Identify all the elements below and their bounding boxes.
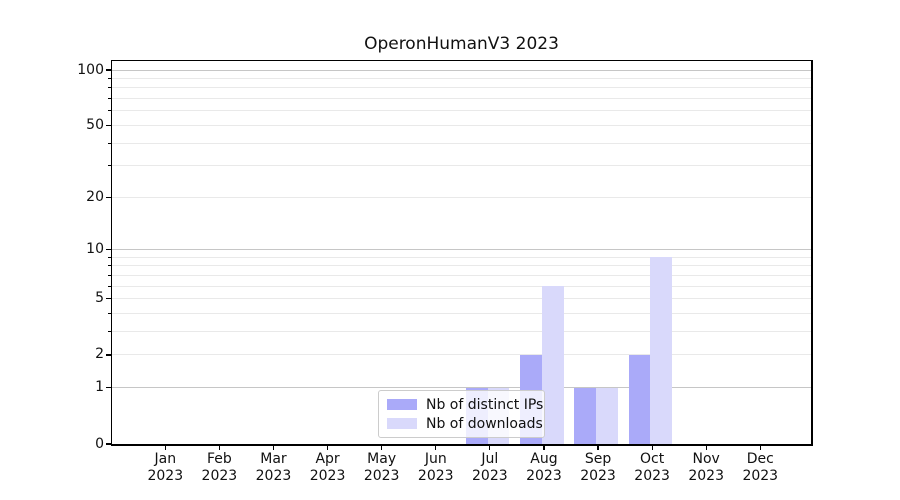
gridline-minor-3 bbox=[112, 331, 811, 333]
x-tick-mark-aug bbox=[543, 445, 545, 450]
y-tick-mark-50 bbox=[105, 124, 111, 127]
y-tick-mark-0 bbox=[105, 443, 111, 445]
x-tick-label-dec: Dec 2023 bbox=[742, 451, 779, 484]
y-minor-tick-mark-9 bbox=[108, 256, 111, 258]
x-tick-mark-jun bbox=[435, 445, 437, 450]
y-minor-tick-mark-8 bbox=[108, 265, 111, 267]
x-tick-mark-may bbox=[381, 445, 383, 450]
x-tick-label-mar: Mar 2023 bbox=[255, 451, 292, 484]
y-tick-label-0: 0 bbox=[95, 435, 104, 452]
gridline-minor-4 bbox=[112, 313, 811, 315]
gridline-minor-7 bbox=[112, 275, 811, 277]
spine-bottom bbox=[110, 444, 813, 446]
x-tick-mark-jan bbox=[164, 445, 166, 450]
y-tick-mark-5 bbox=[105, 298, 111, 300]
gridline-minor-5 bbox=[112, 298, 811, 300]
y-tick-label-1: 1 bbox=[95, 379, 104, 396]
gridline-minor-2 bbox=[112, 354, 811, 356]
gridline-minor-30 bbox=[112, 165, 811, 167]
y-tick-mark-2 bbox=[105, 354, 111, 356]
y-tick-mark-1 bbox=[105, 387, 111, 389]
y-tick-mark-100 bbox=[105, 69, 111, 71]
gridline-minor-8 bbox=[112, 265, 811, 267]
y-minor-tick-mark-70 bbox=[108, 98, 111, 100]
bar-distinct-ips-oct bbox=[628, 354, 651, 444]
bar-downloads-sep bbox=[596, 387, 618, 444]
legend-swatch-distinct-ips bbox=[387, 399, 417, 410]
y-tick-label-20: 20 bbox=[86, 188, 104, 205]
gridline-minor-40 bbox=[112, 142, 811, 144]
gridline-major-100 bbox=[112, 69, 811, 71]
x-tick-mark-dec bbox=[759, 445, 761, 450]
y-minor-tick-mark-3 bbox=[108, 331, 111, 333]
y-minor-tick-mark-7 bbox=[108, 275, 111, 277]
x-tick-label-nov: Nov 2023 bbox=[688, 451, 724, 484]
y-tick-label-5: 5 bbox=[95, 290, 104, 307]
legend: Nb of distinct IPs Nb of downloads bbox=[378, 390, 545, 438]
y-minor-tick-mark-80 bbox=[108, 87, 111, 89]
x-tick-label-jun: Jun 2023 bbox=[417, 451, 454, 484]
y-tick-label-10: 10 bbox=[86, 241, 104, 258]
legend-item-distinct-ips: Nb of distinct IPs bbox=[387, 397, 543, 413]
x-tick-label-jan: Jan 2023 bbox=[147, 451, 184, 484]
x-tick-mark-mar bbox=[272, 445, 275, 450]
legend-label-distinct-ips: Nb of distinct IPs bbox=[426, 396, 544, 413]
gridline-minor-70 bbox=[112, 98, 811, 100]
gridline-minor-50 bbox=[112, 124, 811, 126]
x-tick-mark-jul bbox=[489, 445, 491, 450]
gridline-minor-90 bbox=[112, 78, 811, 80]
bar-distinct-ips-sep bbox=[574, 387, 596, 444]
gridline-minor-80 bbox=[112, 87, 811, 89]
gridline-minor-20 bbox=[112, 196, 811, 198]
x-tick-label-may: May 2023 bbox=[363, 451, 400, 484]
x-tick-label-aug: Aug 2023 bbox=[526, 451, 562, 484]
y-minor-tick-mark-40 bbox=[108, 142, 111, 144]
y-tick-label-50: 50 bbox=[86, 116, 104, 133]
gridline-major-10 bbox=[112, 249, 811, 251]
x-tick-mark-sep bbox=[597, 445, 599, 450]
spine-left bbox=[110, 59, 112, 446]
x-tick-label-apr: Apr 2023 bbox=[309, 451, 346, 484]
x-tick-mark-oct bbox=[651, 445, 653, 450]
legend-swatch-downloads bbox=[387, 418, 417, 429]
chart-title: OperonHumanV3 2023 bbox=[364, 34, 559, 54]
bar-downloads-oct bbox=[650, 257, 672, 444]
y-tick-mark-20 bbox=[105, 196, 111, 198]
x-tick-mark-feb bbox=[218, 445, 220, 450]
y-tick-label-2: 2 bbox=[95, 346, 104, 363]
y-tick-mark-10 bbox=[105, 249, 111, 251]
gridline-minor-60 bbox=[112, 110, 811, 112]
legend-item-downloads: Nb of downloads bbox=[387, 416, 543, 432]
x-tick-label-sep: Sep 2023 bbox=[580, 451, 616, 484]
gridline-major-1 bbox=[112, 387, 811, 389]
plot-area bbox=[112, 61, 811, 444]
x-tick-label-oct: Oct 2023 bbox=[634, 451, 670, 484]
y-minor-tick-mark-60 bbox=[108, 110, 111, 112]
y-minor-tick-mark-30 bbox=[108, 165, 111, 167]
spine-top bbox=[110, 59, 813, 61]
x-tick-label-jul: Jul 2023 bbox=[472, 451, 508, 484]
gridline-minor-6 bbox=[112, 285, 811, 287]
x-tick-mark-apr bbox=[326, 445, 329, 450]
y-minor-tick-mark-6 bbox=[108, 285, 111, 287]
bar-downloads-aug bbox=[541, 286, 564, 444]
gridline-minor-9 bbox=[112, 256, 811, 258]
y-tick-label-100: 100 bbox=[77, 61, 104, 78]
spine-right bbox=[811, 59, 813, 446]
legend-label-downloads: Nb of downloads bbox=[426, 415, 543, 432]
x-tick-mark-nov bbox=[705, 445, 707, 450]
x-tick-label-feb: Feb 2023 bbox=[201, 451, 238, 484]
y-minor-tick-mark-90 bbox=[108, 78, 111, 80]
y-minor-tick-mark-4 bbox=[108, 313, 111, 315]
